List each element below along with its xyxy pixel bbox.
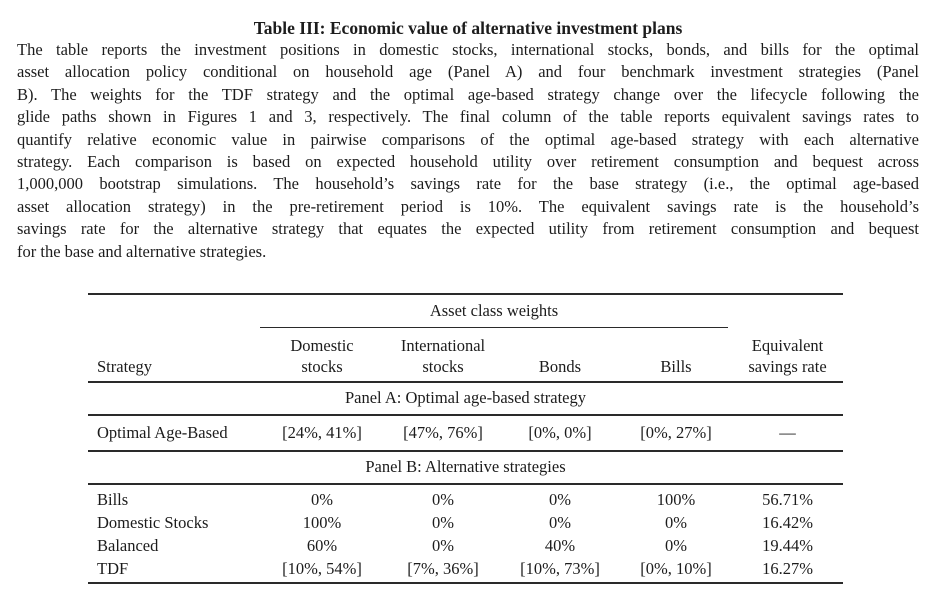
caption-line: glide paths shown in Figures 1 and 3, re… <box>17 107 919 127</box>
table-title: Table III: Economic value of alternative… <box>253 18 683 38</box>
column-group-rule <box>260 327 728 329</box>
panel-b-title: Panel B: Alternative strategies <box>365 457 566 476</box>
cell-international: 0% <box>432 536 454 555</box>
cell-bills: [0%, 27%] <box>640 423 712 442</box>
cell-domestic: 0% <box>311 490 333 509</box>
caption-line: strategy. Each comparison is based on ex… <box>17 151 919 171</box>
cell-bills: 100% <box>656 490 696 509</box>
cell-international: 0% <box>432 490 454 509</box>
header-line: Equivalent <box>751 336 824 355</box>
header-line: stocks <box>422 357 464 376</box>
table-bottom-rule <box>88 582 843 585</box>
cell-international: [7%, 36%] <box>407 559 479 578</box>
header-bottom-rule <box>88 381 843 383</box>
caption-line: quantify relative economic value in pair… <box>17 129 919 149</box>
cell-international: [47%, 76%] <box>403 423 483 442</box>
panel-a-rule <box>88 414 843 416</box>
column-header-bills: Bills <box>660 357 692 376</box>
column-group-header: Asset class weights <box>429 301 559 320</box>
results-table: Asset class weights Strategy Domestic st… <box>88 293 843 585</box>
table-caption: The table reports the investment positio… <box>17 39 919 263</box>
caption-line: for the base and alternative strategies. <box>17 241 267 261</box>
cell-equivalent: — <box>779 423 796 442</box>
cell-equivalent: 16.27% <box>762 559 813 578</box>
cell-equivalent: 19.44% <box>762 536 813 555</box>
column-header-domestic-stocks: Domestic stocks <box>258 335 386 377</box>
cell-strategy: Balanced <box>97 536 159 555</box>
table-row: Domestic Stocks 100% 0% 0% 0% 16.42% <box>88 511 843 534</box>
column-header-strategy: Strategy <box>97 357 152 376</box>
table-row: Optimal Age-Based [24%, 41%] [47%, 76%] … <box>88 415 843 450</box>
cell-equivalent: 16.42% <box>762 513 813 532</box>
caption-line: asset allocation policy conditional on h… <box>17 62 919 82</box>
caption-line: B). The weights for the TDF strategy and… <box>17 84 919 104</box>
cell-bills: [0%, 10%] <box>640 559 712 578</box>
cell-bills: 0% <box>665 536 687 555</box>
caption-line: savings rate for the alternative strateg… <box>17 219 919 239</box>
header-line: savings rate <box>748 357 827 376</box>
cell-equivalent: 56.71% <box>762 490 813 509</box>
cell-domestic: 60% <box>306 536 338 555</box>
caption-line: asset allocation strategy) in the pre-re… <box>17 196 919 216</box>
cell-bonds: 0% <box>549 513 571 532</box>
cell-domestic: [10%, 54%] <box>282 559 362 578</box>
table-row: Balanced 60% 0% 40% 0% 19.44% <box>88 534 843 557</box>
cell-bonds: [10%, 73%] <box>520 559 600 578</box>
cell-strategy: Bills <box>97 490 129 509</box>
column-header-international-stocks: International stocks <box>386 335 500 377</box>
panel-a-title: Panel A: Optimal age-based strategy <box>344 388 586 407</box>
cell-strategy: Optimal Age-Based <box>97 423 228 442</box>
cell-bonds: 40% <box>544 536 576 555</box>
table-top-rule <box>88 293 843 296</box>
cell-international: 0% <box>432 513 454 532</box>
header-line: Domestic <box>290 336 354 355</box>
table-row: TDF [10%, 54%] [7%, 36%] [10%, 73%] [0%,… <box>88 557 843 580</box>
cell-strategy: TDF <box>97 559 129 578</box>
header-line: International <box>400 336 486 355</box>
cell-bonds: 0% <box>549 490 571 509</box>
header-line: stocks <box>301 357 343 376</box>
column-header-equivalent-savings-rate: Equivalent savings rate <box>732 335 843 377</box>
cell-strategy: Domestic Stocks <box>97 513 209 532</box>
panel-b-rule <box>88 483 843 485</box>
cell-bonds: [0%, 0%] <box>528 423 592 442</box>
caption-line: The table reports the investment positio… <box>17 40 919 59</box>
column-header-row: Strategy Domestic stocks International s… <box>88 328 843 377</box>
column-header-bonds: Bonds <box>538 357 582 376</box>
cell-domestic: 100% <box>302 513 342 532</box>
caption-line: 1,000,000 bootstrap simulations. The hou… <box>17 174 919 194</box>
cell-bills: 0% <box>665 513 687 532</box>
panel-a-bottom-rule <box>88 450 843 452</box>
table-row: Bills 0% 0% 0% 100% 56.71% <box>88 488 843 511</box>
cell-domestic: [24%, 41%] <box>282 423 362 442</box>
